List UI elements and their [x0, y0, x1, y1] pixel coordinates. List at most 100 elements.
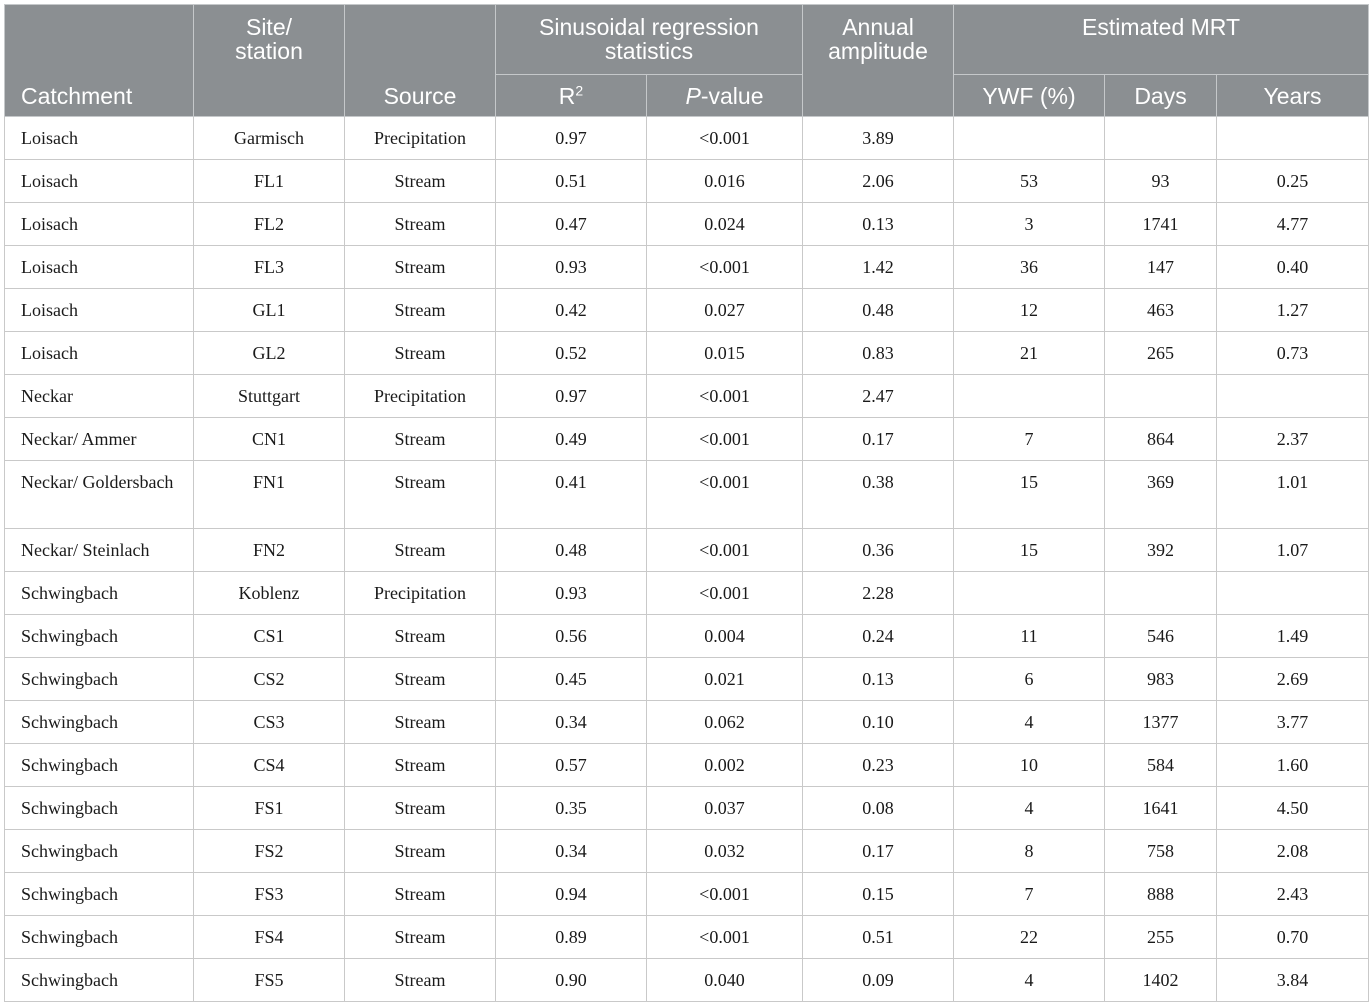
cell-catchment: Neckar [4, 374, 194, 418]
cell-r2: 0.93 [495, 245, 647, 289]
cell-site: CS1 [193, 614, 345, 658]
cell-amplitude: 0.83 [802, 331, 955, 375]
cell-ywf: 53 [953, 159, 1106, 203]
cell-pvalue: 0.040 [645, 958, 804, 1002]
table-row: Schwingbach FS2 Stream 0.34 0.032 0.17 8 758 2.0… [4, 829, 1370, 873]
cell-ywf: 12 [953, 288, 1106, 332]
cell-ywf: 36 [953, 245, 1106, 289]
cell-pvalue: 0.027 [645, 288, 804, 332]
cell-years: 1.49 [1216, 614, 1370, 658]
cell-amplitude: 0.10 [802, 700, 955, 744]
cell-catchment: Neckar/ Steinlach [4, 528, 194, 572]
header-annual-line2: amplitude [828, 38, 928, 64]
cell-amplitude: 3.89 [802, 116, 955, 160]
cell-source: Stream [344, 700, 496, 744]
cell-ywf: 15 [953, 528, 1106, 572]
cell-r2: 0.93 [495, 571, 647, 615]
cell-days: 369 [1104, 460, 1218, 529]
cell-days: 255 [1104, 915, 1218, 959]
mrt-table-container: Catchment Site/ station Source Sinusoida… [4, 4, 1370, 1002]
cell-catchment: Loisach [4, 159, 194, 203]
cell-catchment: Schwingbach [4, 700, 194, 744]
cell-amplitude: 2.47 [802, 374, 955, 418]
cell-r2: 0.51 [495, 159, 647, 203]
header-annual-amplitude: Annual amplitude [802, 4, 955, 117]
cell-r2: 0.35 [495, 786, 647, 830]
cell-days [1104, 116, 1218, 160]
cell-years: 0.73 [1216, 331, 1370, 375]
cell-amplitude: 2.28 [802, 571, 955, 615]
cell-source: Stream [344, 786, 496, 830]
cell-days [1104, 571, 1218, 615]
mrt-table: Catchment Site/ station Source Sinusoida… [4, 4, 1370, 1002]
table-body: Loisach Garmisch Precipitation 0.97 <0.001 3.… [4, 116, 1370, 1002]
cell-pvalue: <0.001 [645, 116, 804, 160]
cell-catchment: Schwingbach [4, 657, 194, 701]
header-ywf: YWF (%) [953, 74, 1106, 117]
cell-years [1216, 116, 1370, 160]
cell-ywf: 4 [953, 700, 1106, 744]
cell-years [1216, 571, 1370, 615]
header-days: Days [1104, 74, 1218, 117]
cell-r2: 0.97 [495, 116, 647, 160]
header-sinusoidal: Sinusoidal regression statistics [494, 4, 804, 75]
table-row: Schwingbach CS1 Stream 0.56 0.004 0.24 11 546 1.… [4, 614, 1370, 658]
cell-ywf [953, 116, 1106, 160]
header-years: Years [1216, 74, 1370, 117]
cell-site: CS2 [193, 657, 345, 701]
cell-years: 4.77 [1216, 202, 1370, 246]
cell-site: FS5 [193, 958, 345, 1002]
cell-days [1104, 374, 1218, 418]
header-r2-sup: 2 [575, 82, 584, 99]
cell-years: 1.07 [1216, 528, 1370, 572]
table-row: Schwingbach Koblenz Precipitation 0.93 <0.00… [4, 571, 1370, 615]
table-row: Schwingbach FS3 Stream 0.94 <0.001 0.15 7 888 2.… [4, 872, 1370, 916]
cell-years: 2.37 [1216, 417, 1370, 461]
cell-pvalue: <0.001 [645, 528, 804, 572]
cell-r2: 0.97 [495, 374, 647, 418]
cell-site: FL3 [193, 245, 345, 289]
cell-site: FN2 [193, 528, 345, 572]
cell-days: 888 [1104, 872, 1218, 916]
cell-r2: 0.42 [495, 288, 647, 332]
cell-amplitude: 0.15 [802, 872, 955, 916]
cell-ywf [953, 571, 1106, 615]
cell-source: Stream [344, 331, 496, 375]
cell-source: Stream [344, 872, 496, 916]
cell-amplitude: 0.24 [802, 614, 955, 658]
table-row: Loisach GL1 Stream 0.42 0.027 0.48 12 463 1.27 [4, 288, 1370, 332]
cell-site: CS3 [193, 700, 345, 744]
cell-catchment: Loisach [4, 288, 194, 332]
cell-ywf: 22 [953, 915, 1106, 959]
cell-catchment: Schwingbach [4, 958, 194, 1002]
cell-ywf [953, 374, 1106, 418]
cell-ywf: 21 [953, 331, 1106, 375]
cell-catchment: Schwingbach [4, 915, 194, 959]
cell-days: 147 [1104, 245, 1218, 289]
header-pvalue: P-value [645, 74, 804, 117]
cell-amplitude: 1.42 [802, 245, 955, 289]
cell-amplitude: 0.17 [802, 829, 955, 873]
cell-source: Stream [344, 288, 496, 332]
cell-years: 2.08 [1216, 829, 1370, 873]
cell-source: Stream [344, 657, 496, 701]
cell-source: Stream [344, 958, 496, 1002]
cell-r2: 0.34 [495, 700, 647, 744]
cell-site: CN1 [193, 417, 345, 461]
cell-pvalue: 0.062 [645, 700, 804, 744]
cell-site: FN1 [193, 460, 345, 529]
cell-years: 3.77 [1216, 700, 1370, 744]
cell-site: CS4 [193, 743, 345, 787]
cell-source: Stream [344, 614, 496, 658]
cell-years: 2.69 [1216, 657, 1370, 701]
cell-catchment: Schwingbach [4, 786, 194, 830]
cell-years: 4.50 [1216, 786, 1370, 830]
header-site-line2: station [235, 38, 303, 64]
cell-r2: 0.57 [495, 743, 647, 787]
cell-amplitude: 0.36 [802, 528, 955, 572]
cell-pvalue: 0.024 [645, 202, 804, 246]
cell-ywf: 7 [953, 872, 1106, 916]
table-header: Catchment Site/ station Source Sinusoida… [4, 4, 1370, 117]
cell-ywf: 7 [953, 417, 1106, 461]
cell-days: 392 [1104, 528, 1218, 572]
